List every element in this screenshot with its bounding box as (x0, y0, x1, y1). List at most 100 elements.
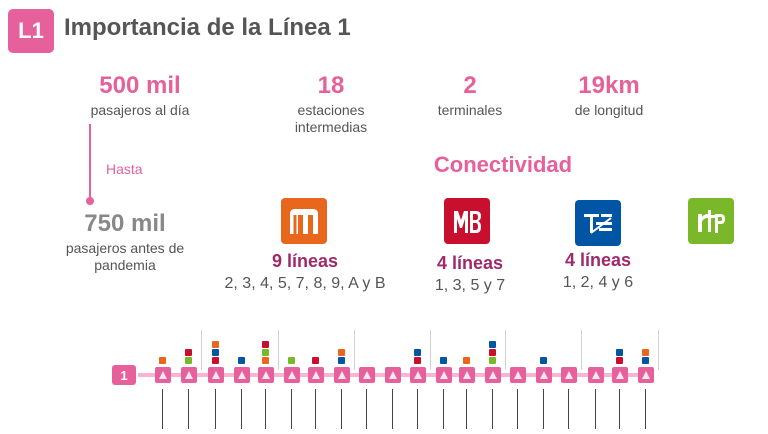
stat-value: 18 (317, 72, 345, 99)
transfer-icon (212, 349, 219, 356)
transfer-icon (540, 357, 547, 364)
stat-value: 19km (578, 72, 640, 99)
timeline-dot (86, 197, 94, 205)
stat-daily-passengers: 500 mil pasajeros al día (70, 72, 210, 119)
station-icon (308, 367, 324, 383)
transfer-icon (414, 349, 421, 356)
transfer-icon (185, 357, 192, 364)
transfer-icon (616, 357, 623, 364)
stat-terminals: 2 terminales (420, 72, 520, 119)
divider-tick (354, 330, 355, 370)
transfer-icon (489, 349, 496, 356)
line-number-badge: 1 (112, 365, 136, 385)
rtp-logo (688, 198, 734, 244)
transfer-icon (212, 341, 219, 348)
station-icon (485, 367, 501, 383)
station-icon (588, 367, 604, 383)
transfer-icon (288, 357, 295, 364)
station-name-mark (440, 389, 444, 429)
station-name-mark (414, 389, 418, 429)
divider-tick (505, 330, 506, 370)
metro-icon (290, 209, 318, 234)
rtp-icon (698, 210, 725, 233)
page-title: Importancia de la Línea 1 (64, 14, 351, 41)
station-name-mark (262, 389, 266, 429)
station-icon (234, 367, 250, 383)
transfer-icon (414, 357, 421, 364)
station-name-mark (338, 389, 342, 429)
divider-tick (278, 330, 279, 370)
transfer-icon (312, 357, 319, 364)
transfer-icon (338, 349, 345, 356)
stat-label: de longitud (574, 102, 644, 118)
transfer-icon (159, 357, 166, 364)
transfer-icon (489, 357, 496, 364)
connection-count: 4 líneas (436, 253, 504, 273)
divider-tick (430, 330, 431, 370)
station-icon (359, 367, 375, 383)
station-icon (536, 367, 552, 383)
station-name-mark (238, 389, 242, 429)
divider-tick (201, 330, 202, 370)
station-icon (385, 367, 401, 383)
transfer-icon (440, 357, 447, 364)
stat-value: 750 mil (84, 210, 166, 237)
divider-tick (581, 330, 582, 370)
station-icon (155, 367, 171, 383)
connection-lines: 1, 3, 5 y 7 (434, 277, 506, 294)
metro-logo (281, 198, 327, 244)
connectivity-trolleybus: 4 líneas 1, 2, 4 y 6 (538, 250, 658, 292)
station-name-mark (212, 389, 216, 429)
station-name-mark (159, 389, 163, 429)
station-name-mark (312, 389, 316, 429)
stat-label: pasajeros antes de pandemia (65, 240, 185, 273)
metrobus-logo (444, 198, 490, 244)
transfer-icon (262, 341, 269, 348)
metrobus-icon (454, 211, 481, 233)
station-name-mark (489, 389, 493, 429)
transfer-icon (238, 357, 245, 364)
station-icon (459, 367, 475, 383)
transfer-icon (489, 341, 496, 348)
station-name-mark (463, 389, 467, 429)
station-icon (612, 367, 628, 383)
station-icon (181, 367, 197, 383)
connection-lines: 1, 2, 4 y 6 (562, 274, 634, 291)
connection-count: 9 líneas (271, 251, 339, 271)
station-name-mark (514, 389, 518, 429)
transfer-icon (212, 357, 219, 364)
connectivity-metro: 9 líneas 2, 3, 4, 5, 7, 8, 9, A y B (210, 251, 400, 293)
timeline-connector (89, 124, 91, 200)
station-icon (284, 367, 300, 383)
connectivity-metrobus: 4 líneas 1, 3, 5 y 7 (410, 253, 530, 295)
transfer-icon (262, 349, 269, 356)
stat-label: estaciones intermedias (294, 102, 368, 135)
hasta-label: Hasta (106, 161, 143, 177)
stat-value: 500 mil (99, 72, 181, 99)
transfer-icon (642, 349, 649, 356)
divider-tick (658, 330, 659, 370)
station-name-mark (389, 389, 393, 429)
station-icon (561, 367, 577, 383)
stat-length: 19km de longitud (554, 72, 664, 119)
station-icon (334, 367, 350, 383)
station-name-mark (592, 389, 596, 429)
station-name-mark (363, 389, 367, 429)
stat-pre-pandemic: 750 mil pasajeros antes de pandemia (60, 210, 190, 274)
transfer-icon (185, 349, 192, 356)
station-icon (510, 367, 526, 383)
connection-count: 4 líneas (564, 250, 632, 270)
connection-lines: 2, 3, 4, 5, 7, 8, 9, A y B (224, 275, 386, 292)
station-name-mark (616, 389, 620, 429)
transfer-icon (262, 357, 269, 364)
stat-label: pasajeros al día (90, 102, 190, 118)
station-name-mark (540, 389, 544, 429)
station-icon (208, 367, 224, 383)
stat-label: terminales (437, 102, 503, 118)
station-icon (410, 367, 426, 383)
stat-value: 2 (463, 72, 477, 99)
station-icon (258, 367, 274, 383)
transfer-icon (338, 357, 345, 364)
line-badge-l1: L1 (8, 9, 54, 53)
station-icon (638, 367, 654, 383)
